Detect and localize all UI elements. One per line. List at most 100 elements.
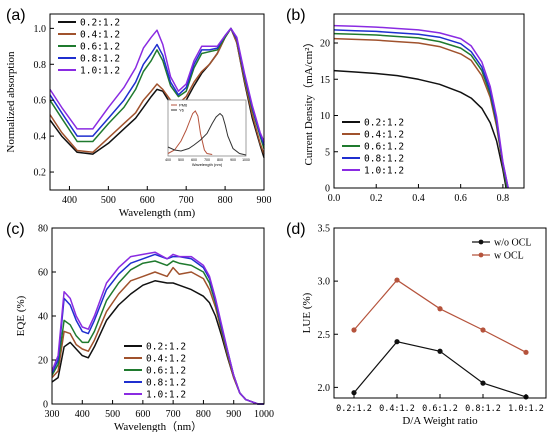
legend: w/o OCL w OCL: [472, 238, 532, 262]
inset-frame: [167, 99, 247, 157]
inset-chart: 400 500 600 700 800 900 1000 Wavelength (nm) PM6…: [165, 99, 250, 167]
y-tick-label: 1.0: [34, 24, 47, 35]
legend-entry: 0.4:1.2: [364, 130, 404, 141]
x-tick-label: 800: [218, 195, 233, 206]
y-axis-label: LUE (%): [301, 292, 313, 333]
x-axis-label: Wavelength（nm）: [114, 420, 202, 432]
panel-b: (b) 0.0 0.2 0.4 0.6 0.8 0 5 10 15 20 Current Densit…: [286, 7, 525, 204]
series-line-0.6:1.2: [333, 32, 508, 189]
inset-x-tick-label: 1000: [242, 158, 250, 162]
panel-c: (c) 300 400 500 600 700 800 900 1000 0 20 40 60 80 Wav…: [6, 221, 274, 432]
legend-entry: 0.6:1.2: [146, 366, 186, 377]
inset-x-tick-label: 500: [178, 158, 184, 162]
panel-d: (d) 0.2:1.2 0.4:1.2 0.6:1.2 0.8:1.2 1.0:1.2 2.…: [286, 221, 547, 427]
inset-line-Y6: [167, 112, 247, 156]
y-tick-label: 2.0: [318, 383, 331, 394]
legend-entry: 0.8:1.2: [146, 378, 186, 389]
series-line-1.0:1.2: [333, 24, 509, 189]
inset-x-tick-label: 600: [191, 158, 197, 162]
y-tick-label: 3.0: [318, 277, 331, 288]
x-tick-label: 700: [179, 195, 194, 206]
inset-line-PM6: [167, 110, 213, 155]
panel-label: (b): [286, 7, 306, 24]
legend-marker: [478, 239, 484, 245]
legend-entry: 0.6:1.2: [364, 142, 404, 153]
legend-entry: w/o OCL: [494, 238, 532, 249]
series-line-1.0:1.2: [51, 251, 264, 405]
x-tick-label: 0.6:1.2: [422, 404, 458, 414]
y-tick-label: 15: [320, 75, 330, 86]
x-tick-label: 400: [62, 195, 77, 206]
inset-legend-entry: PM6: [179, 103, 188, 108]
y-tick-label: 0: [43, 400, 48, 411]
legend: 0.2:1.20.4:1.20.6:1.20.8:1.21.0:1.2: [342, 118, 404, 177]
x-tick-label: 1000: [254, 409, 274, 420]
legend-marker: [478, 252, 484, 258]
y-tick-label: 3.5: [318, 224, 331, 235]
legend-entry: 0.8:1.2: [364, 154, 404, 165]
legend-entry: w OCL: [494, 251, 524, 262]
x-tick-label: 400: [75, 409, 90, 420]
data-point: [437, 306, 443, 312]
legend: 0.2:1.20.4:1.20.6:1.20.8:1.21.0:1.2: [124, 342, 186, 401]
y-axis-label: EQE (%): [15, 295, 27, 336]
x-tick-label: 0.6: [454, 193, 467, 204]
series-line-0.2:1.2: [333, 69, 507, 189]
legend-entry: 0.8:1.2: [80, 54, 120, 65]
x-tick-label: 600: [135, 409, 150, 420]
plot-frame: [333, 13, 525, 189]
legend-entry: 0.2:1.2: [146, 342, 186, 353]
y-tick-label: 0.6: [34, 96, 47, 107]
data-point: [480, 327, 486, 333]
x-tick-label: 0.4:1.2: [379, 404, 415, 414]
y-tick-label: 0.8: [34, 60, 47, 71]
x-tick-label: 300: [45, 409, 60, 420]
data-point: [394, 277, 400, 283]
y-tick-label: 80: [38, 224, 48, 235]
y-tick-label: 2.5: [318, 330, 331, 341]
x-tick-label: 500: [105, 409, 120, 420]
legend-entry: 0.4:1.2: [146, 354, 186, 365]
plot-frame: [49, 13, 265, 191]
y-tick-label: 0.2: [34, 168, 47, 179]
legend: 0.2:1.20.4:1.20.6:1.20.8:1.21.0:1.2: [58, 18, 120, 77]
data-point: [480, 380, 486, 386]
panel-label: (a): [6, 7, 26, 24]
data-point: [437, 348, 443, 354]
inset-legend-entry: Y6: [179, 108, 185, 113]
legend-entry: 0.2:1.2: [364, 118, 404, 129]
y-axis-label: Current Density（mA/cm²）: [302, 37, 315, 166]
data-point: [394, 339, 400, 345]
series-line-w OCL: [353, 279, 527, 353]
x-tick-label: 600: [140, 195, 155, 206]
y-tick-label: 60: [38, 268, 48, 279]
x-tick-label: 0.4: [412, 193, 425, 204]
panel-label: (d): [286, 221, 306, 238]
y-tick-label: 20: [38, 356, 48, 367]
x-tick-label: 0.8:1.2: [465, 404, 501, 414]
inset-x-axis-label: Wavelength (nm): [192, 162, 223, 167]
y-tick-label: 10: [320, 111, 330, 122]
x-tick-label: 900: [257, 195, 272, 206]
y-tick-label: 0: [325, 184, 330, 195]
x-tick-label: 0.8: [497, 193, 510, 204]
data-point: [351, 390, 357, 396]
x-tick-label: 900: [226, 409, 241, 420]
y-tick-label: 40: [38, 312, 48, 323]
x-axis-label: D/A Weight ratio: [402, 415, 478, 427]
x-tick-label: 700: [166, 409, 181, 420]
x-tick-label: 800: [196, 409, 211, 420]
y-axis-label: Normalized absorption: [5, 51, 17, 153]
x-tick-label: 0.2: [370, 193, 383, 204]
data-point: [351, 327, 357, 333]
legend-entry: 1.0:1.2: [80, 66, 120, 77]
x-tick-label: 0.2:1.2: [336, 404, 372, 414]
legend-entry: 0.4:1.2: [80, 30, 120, 41]
x-axis-label: Wavelength (nm): [119, 207, 196, 219]
inset-x-tick-label: 700: [204, 158, 210, 162]
y-tick-label: 20: [320, 39, 330, 50]
inset-x-tick-label: 800: [217, 158, 223, 162]
x-tick-label: 500: [101, 195, 116, 206]
legend-entry: 0.2:1.2: [80, 18, 120, 29]
